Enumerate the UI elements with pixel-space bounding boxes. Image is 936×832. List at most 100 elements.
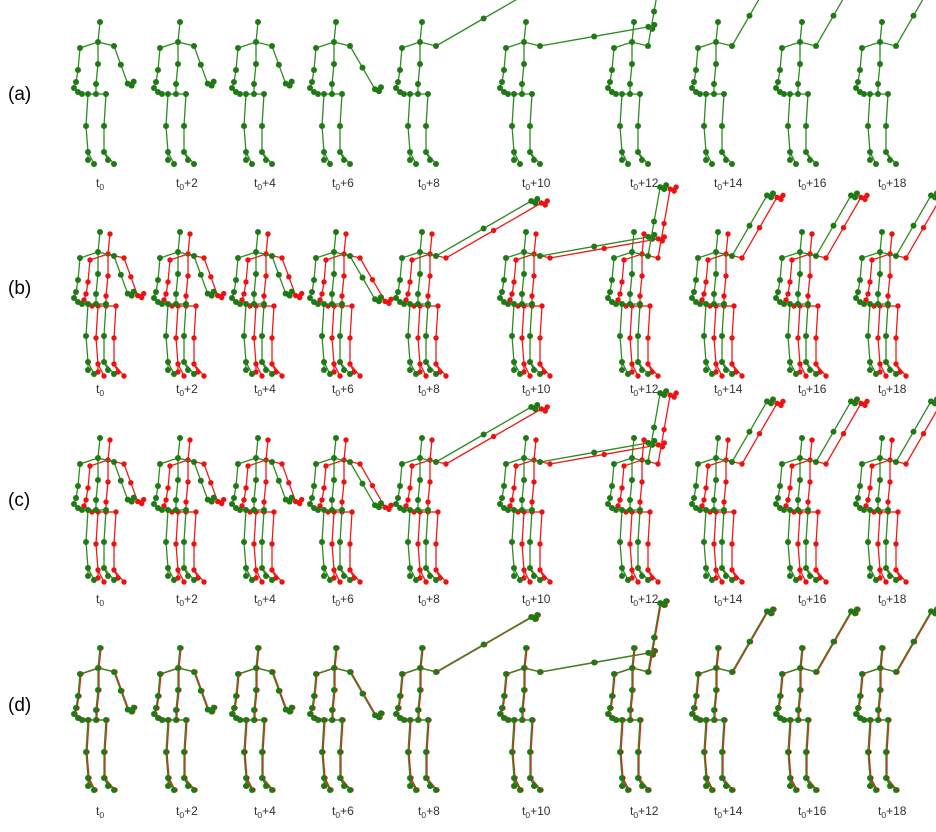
joint-dot <box>253 687 259 693</box>
joint-dot <box>857 67 863 73</box>
joint-dot <box>269 577 275 583</box>
joint-dot <box>830 222 837 229</box>
joint-dot <box>721 293 727 299</box>
bone-line <box>594 442 649 454</box>
joint-dot <box>77 45 83 51</box>
bone-line <box>165 335 169 363</box>
joint-dot <box>347 43 353 49</box>
joint-dot <box>433 541 439 547</box>
bone-line <box>885 303 889 337</box>
joint-dot <box>547 579 553 585</box>
bone-line <box>323 465 327 489</box>
bone-line <box>871 253 891 261</box>
joint-dot <box>401 91 407 97</box>
bone-line <box>703 541 707 569</box>
joint-dot <box>691 705 697 711</box>
joint-dot <box>803 123 809 129</box>
joint-dot <box>797 61 803 67</box>
joint-dot <box>393 711 399 717</box>
joint-dot <box>197 687 204 694</box>
joint-dot <box>307 295 313 301</box>
bone-line <box>325 253 345 261</box>
bone-line <box>867 93 871 127</box>
bone-line <box>321 303 325 337</box>
bone-line <box>889 439 893 461</box>
bone-line <box>175 63 179 85</box>
bone-line <box>113 671 122 692</box>
joint-dot <box>93 507 99 513</box>
joint-dot <box>307 711 313 717</box>
bone-line <box>278 690 287 710</box>
joint-dot <box>85 573 91 579</box>
joint-dot <box>887 273 893 279</box>
joint-dot <box>111 669 117 675</box>
joint-dot <box>93 717 99 723</box>
pose-frame <box>853 0 924 167</box>
frame-label: t0 <box>96 382 104 398</box>
bone-line <box>237 251 257 259</box>
pose-frame <box>71 19 137 167</box>
joint-dot <box>619 717 625 723</box>
joint-dot <box>208 480 214 486</box>
joint-dot <box>105 273 111 279</box>
bone-line <box>781 251 801 259</box>
bone-line <box>721 719 725 753</box>
joint-dot <box>537 43 543 49</box>
joint-dot <box>251 301 257 307</box>
joint-dot <box>419 19 425 25</box>
joint-dot <box>695 461 701 467</box>
joint-dot <box>85 91 91 97</box>
joint-dot <box>165 485 171 491</box>
pose-frame <box>229 229 305 379</box>
bone-line <box>105 275 109 297</box>
joint-dot <box>407 507 413 513</box>
bone-line <box>521 689 525 711</box>
joint-dot <box>271 303 277 309</box>
joint-dot <box>809 231 815 237</box>
bone-line <box>425 93 429 127</box>
joint-dot <box>795 301 801 307</box>
bone-line <box>505 457 525 465</box>
joint-dot <box>858 194 864 201</box>
bone-line <box>715 21 719 43</box>
bone-line <box>425 509 429 543</box>
joint-dot <box>233 483 239 489</box>
joint-dot <box>503 45 509 51</box>
joint-dot <box>705 463 711 469</box>
joint-dot <box>97 19 103 25</box>
joint-dot <box>647 303 653 309</box>
bone-line <box>523 21 527 43</box>
joint-dot <box>331 477 337 483</box>
bone-line <box>167 465 171 489</box>
joint-dot <box>171 787 177 793</box>
joint-dot <box>159 717 165 723</box>
joint-dot <box>210 78 217 85</box>
bone-line <box>815 431 835 463</box>
joint-dot <box>95 39 101 45</box>
joint-dot <box>537 787 543 793</box>
joint-dot <box>87 257 93 263</box>
bone-line <box>349 461 364 484</box>
joint-dot <box>889 231 895 237</box>
joint-dot <box>315 301 321 307</box>
joint-dot <box>433 567 439 573</box>
joint-dot <box>511 157 517 163</box>
joint-dot <box>511 485 517 491</box>
joint-dot <box>538 406 544 412</box>
joint-dot <box>785 749 791 755</box>
bone-line <box>87 259 91 283</box>
joint-dot <box>920 224 927 231</box>
pose-frame <box>71 645 138 793</box>
bone-line <box>401 251 421 259</box>
joint-dot <box>241 539 247 545</box>
joint-dot <box>113 509 119 515</box>
joint-dot <box>803 373 809 379</box>
joint-dot <box>175 271 181 277</box>
joint-dot <box>341 273 347 279</box>
joint-dot <box>537 371 543 377</box>
joint-dot <box>932 194 936 201</box>
joint-dot <box>651 21 658 28</box>
pose-frame <box>689 190 786 379</box>
bone-line <box>695 257 699 281</box>
bone-line <box>331 511 335 545</box>
